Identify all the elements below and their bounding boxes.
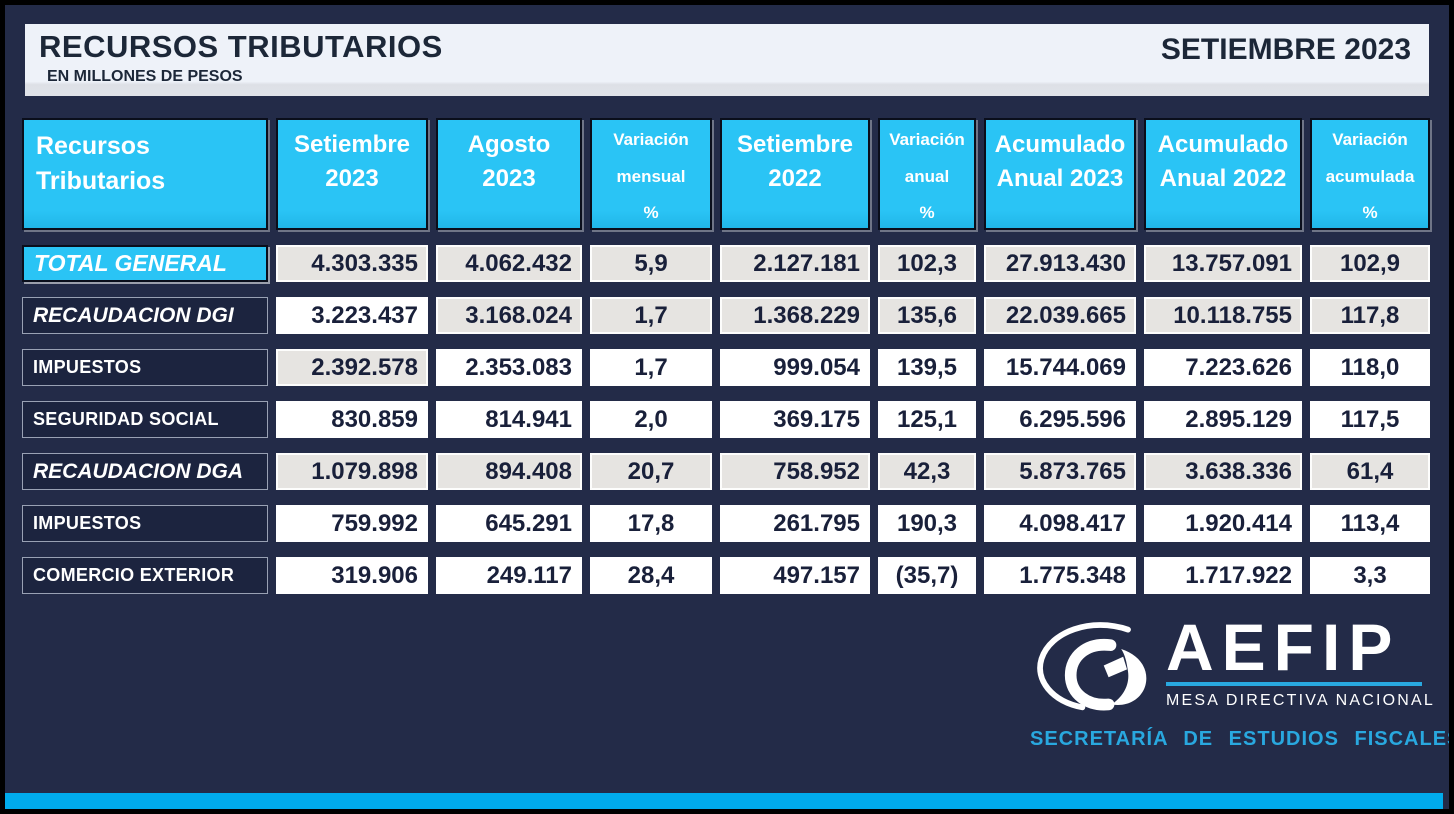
variation-cell: 28,4 (590, 557, 712, 594)
value-cell: 249.117 (436, 557, 582, 594)
value-cell: 261.795 (720, 505, 870, 542)
value-cell: 369.175 (720, 401, 870, 438)
value-cell: 2.353.083 (436, 349, 582, 386)
value-cell: 894.408 (436, 453, 582, 490)
value-cell: 3.168.024 (436, 297, 582, 334)
value-cell: 999.054 (720, 349, 870, 386)
title-bar: RECURSOS TRIBUTARIOS EN MILLONES DE PESO… (25, 24, 1429, 96)
variation-cell: 118,0 (1310, 349, 1430, 386)
column-header-variaci-n-mensual: Variación mensual % (590, 118, 712, 230)
value-cell: 10.118.755 (1144, 297, 1302, 334)
value-cell: 814.941 (436, 401, 582, 438)
column-header-agosto-2023: Agosto 2023 (436, 118, 582, 230)
column-header-recursos-tributarios: Recursos Tributarios (22, 118, 268, 230)
logo-row: AEFIP MESA DIRECTIVA NACIONAL (1030, 610, 1440, 718)
column-header-acumulado-anual-2023: Acumulado Anual 2023 (984, 118, 1136, 230)
value-cell: 1.775.348 (984, 557, 1136, 594)
value-cell: 2.392.578 (276, 349, 428, 386)
value-cell: 4.098.417 (984, 505, 1136, 542)
value-cell: 1.717.922 (1144, 557, 1302, 594)
value-cell: 13.757.091 (1144, 245, 1302, 282)
aefip-eye-icon (1037, 622, 1147, 711)
row-label-impuestos: IMPUESTOS (22, 505, 268, 542)
variation-cell: 139,5 (878, 349, 976, 386)
period-label: SETIEMBRE 2023 (1160, 33, 1411, 66)
value-cell: 830.859 (276, 401, 428, 438)
column-header-variaci-n-anual: Variación anual % (878, 118, 976, 230)
value-cell: 7.223.626 (1144, 349, 1302, 386)
column-header-setiembre-2023: Setiembre 2023 (276, 118, 428, 230)
variation-cell: 117,5 (1310, 401, 1430, 438)
value-cell: 3.638.336 (1144, 453, 1302, 490)
aefip-logo-block: AEFIP MESA DIRECTIVA NACIONAL SECRETARÍA… (1030, 610, 1454, 751)
aefip-wordmark: AEFIP (1166, 610, 1401, 684)
row-label-seguridad-social: SEGURIDAD SOCIAL (22, 401, 268, 438)
row-label-total-general: TOTAL GENERAL (22, 245, 268, 282)
row-label-comercio-exterior: COMERCIO EXTERIOR (22, 557, 268, 594)
value-cell: 1.920.414 (1144, 505, 1302, 542)
value-cell: 6.295.596 (984, 401, 1136, 438)
variation-cell: 1,7 (590, 349, 712, 386)
aefip-underline (1166, 681, 1422, 686)
value-cell: 759.992 (276, 505, 428, 542)
value-cell: 4.303.335 (276, 245, 428, 282)
mesa-directiva-label: MESA DIRECTIVA NACIONAL (1166, 691, 1436, 709)
logo-text-column: AEFIP MESA DIRECTIVA NACIONAL (1166, 610, 1436, 710)
row-label-impuestos: IMPUESTOS (22, 349, 268, 386)
variation-cell: 135,6 (878, 297, 976, 334)
value-cell: 2.127.181 (720, 245, 870, 282)
variation-cell: 190,3 (878, 505, 976, 542)
secretaria-label: SECRETARÍA DE ESTUDIOS FISCALES (1030, 728, 1454, 750)
value-cell: 497.157 (720, 557, 870, 594)
page-subtitle: EN MILLONES DE PESOS (47, 68, 243, 85)
variation-cell: 3,3 (1310, 557, 1430, 594)
variation-cell: 42,3 (878, 453, 976, 490)
tax-resources-table: Recursos Tributarios Setiembre 2023 Agosto… (22, 118, 1430, 594)
value-cell: 319.906 (276, 557, 428, 594)
variation-cell: 102,9 (1310, 245, 1430, 282)
column-header-variaci-n-acumulada: Variación acumulada % (1310, 118, 1430, 230)
value-cell: 3.223.437 (276, 297, 428, 334)
page-title: RECURSOS TRIBUTARIOS (39, 29, 443, 64)
value-cell: 27.913.430 (984, 245, 1136, 282)
value-cell: 22.039.665 (984, 297, 1136, 334)
variation-cell: 5,9 (590, 245, 712, 282)
variation-cell: 102,3 (878, 245, 976, 282)
variation-cell: 125,1 (878, 401, 976, 438)
value-cell: 15.744.069 (984, 349, 1136, 386)
bottom-accent-stripe (5, 793, 1443, 809)
value-cell: 4.062.432 (436, 245, 582, 282)
value-cell: 1.368.229 (720, 297, 870, 334)
row-label-recaudacion-dgi: RECAUDACION DGI (22, 297, 268, 334)
variation-cell: 20,7 (590, 453, 712, 490)
value-cell: 758.952 (720, 453, 870, 490)
variation-cell: 1,7 (590, 297, 712, 334)
variation-cell: 2,0 (590, 401, 712, 438)
column-header-acumulado-anual-2022: Acumulado Anual 2022 (1144, 118, 1302, 230)
row-label-recaudacion-dga: RECAUDACION DGA (22, 453, 268, 490)
variation-cell: 61,4 (1310, 453, 1430, 490)
column-header-setiembre-2022: Setiembre 2022 (720, 118, 870, 230)
variation-cell: 113,4 (1310, 505, 1430, 542)
variation-cell: (35,7) (878, 557, 976, 594)
variation-cell: 17,8 (590, 505, 712, 542)
value-cell: 5.873.765 (984, 453, 1136, 490)
value-cell: 645.291 (436, 505, 582, 542)
value-cell: 1.079.898 (276, 453, 428, 490)
variation-cell: 117,8 (1310, 297, 1430, 334)
value-cell: 2.895.129 (1144, 401, 1302, 438)
